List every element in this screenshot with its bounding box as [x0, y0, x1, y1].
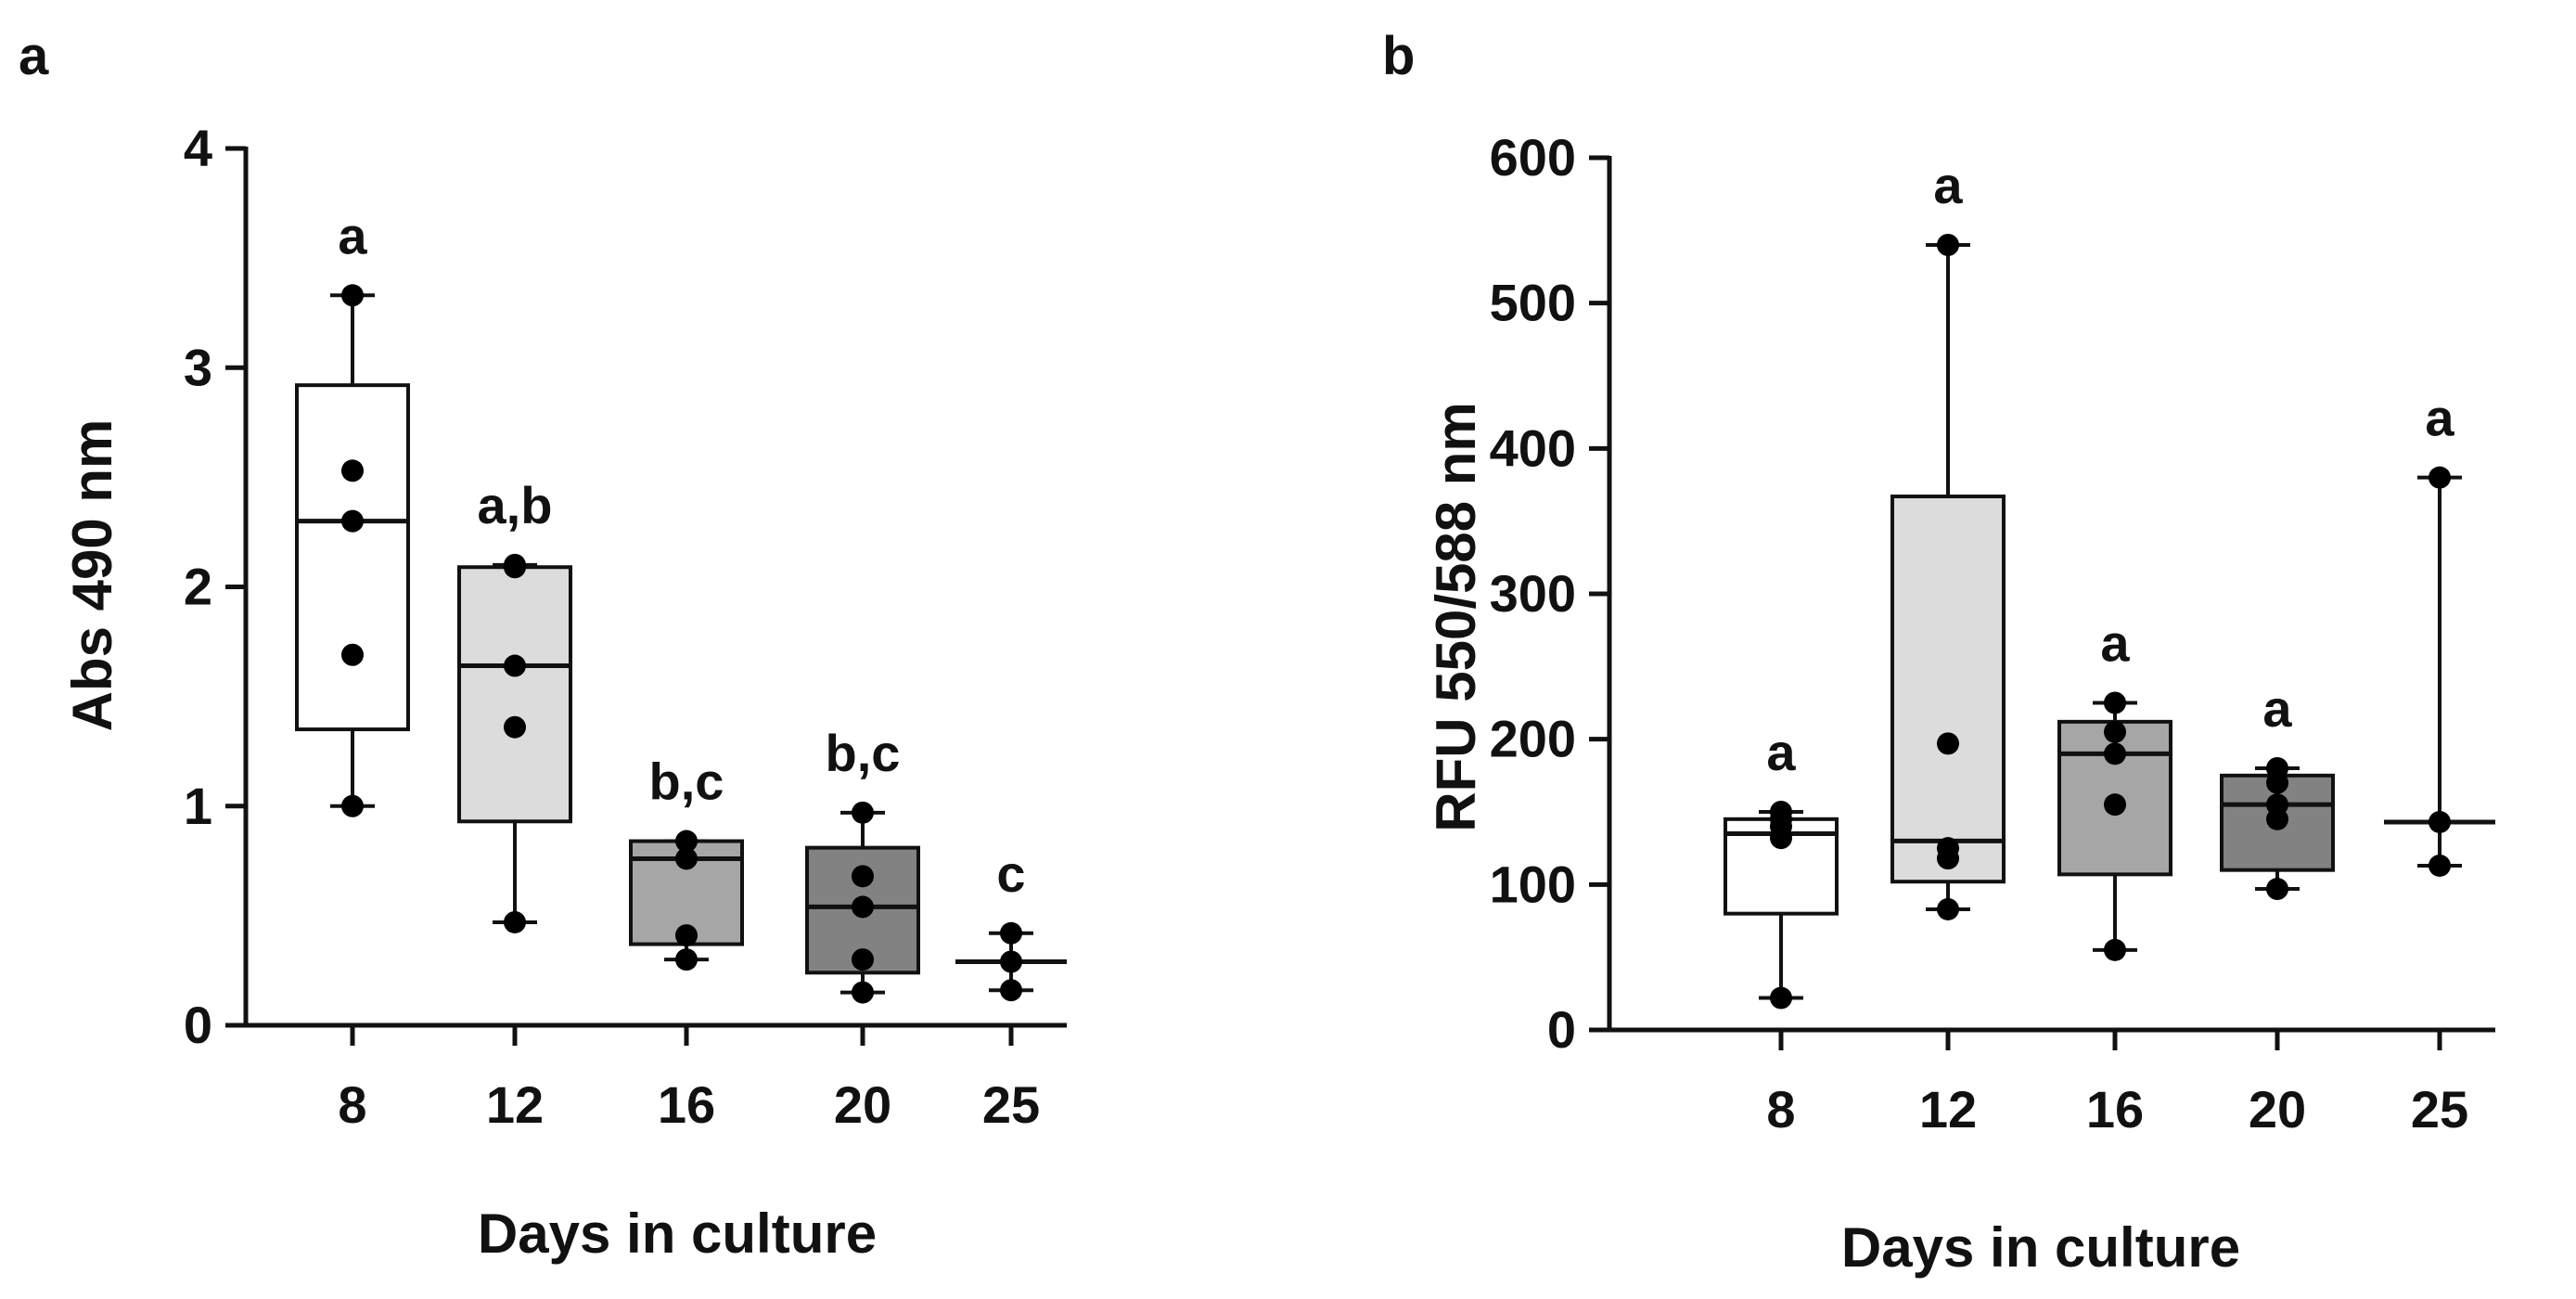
panel-b-data-point: [2429, 466, 2451, 489]
panel-a-significance-label: a: [338, 206, 367, 264]
panel-b-significance-label: a: [2262, 679, 2292, 738]
panel-a-data-point: [504, 715, 526, 739]
panel-a-y-tick-label: 0: [184, 996, 212, 1054]
panel-a-data-point: [852, 948, 874, 971]
panel-a-significance-label: b,c: [826, 724, 901, 782]
panel-a-x-axis-title: Days in culture: [478, 1203, 877, 1265]
panel-a-y-tick-label: 3: [184, 338, 212, 396]
panel-a-label: a: [19, 26, 49, 86]
panel-b-significance-label: a: [1766, 723, 1796, 781]
panel-a-box: [295, 383, 410, 732]
panel-a-x-tick-label: 25: [982, 1075, 1040, 1134]
panel-b-x-tick-label: 16: [2086, 1080, 2144, 1138]
panel-a-data-point: [852, 865, 874, 888]
panel-b-significance-label: a: [1933, 156, 1963, 214]
panel-b-data-point: [1937, 732, 1959, 755]
panel-a-data-point: [852, 981, 874, 1004]
panel-a-y-tick-label: 4: [184, 119, 212, 177]
panel-b-data-point: [1770, 801, 1792, 823]
panel-b-data-point: [1937, 234, 1959, 256]
panel-b-x-tick-label: 8: [1766, 1080, 1795, 1138]
panel-b-data-point: [2429, 810, 2451, 833]
panel-a-significance-label: c: [996, 844, 1025, 903]
panel-b-data-point: [2266, 757, 2288, 779]
panel-b-x-tick-label: 25: [2411, 1080, 2468, 1138]
panel-a-significance-label: b,c: [649, 752, 724, 811]
panel-b-x-tick-label: 12: [1919, 1080, 1977, 1138]
panel-a-data-point: [852, 895, 874, 919]
panel-b-significance-label: a: [2425, 389, 2454, 447]
panel-b-data-point: [2104, 793, 2126, 817]
panel-b-y-tick-label: 300: [1490, 564, 1576, 623]
panel-a-data-point: [341, 459, 364, 482]
panel-b-label: b: [1382, 26, 1415, 86]
panel-b-y-tick-label: 200: [1490, 710, 1576, 768]
panel-a-data-point: [675, 847, 698, 870]
panel-a-y-tick-label: 1: [184, 777, 212, 835]
panel-b: b RFU 550/588 nm Days in culture 0 100 200…: [1382, 26, 2495, 1279]
panel-b-data-point: [2104, 720, 2126, 743]
panel-a-data-point: [341, 284, 364, 307]
panel-a-data-point: [852, 801, 874, 824]
panel-b-data-point: [1937, 837, 1959, 860]
panel-b-data-point: [2104, 691, 2126, 714]
panel-b-y-axis-title: RFU 550/588 nm: [1425, 402, 1487, 832]
panel-a-x-tick-label: 12: [486, 1075, 544, 1134]
panel-a-data-point: [504, 910, 526, 933]
panel-b-y-tick-label: 100: [1490, 855, 1576, 913]
panel-a-data-point: [675, 830, 698, 853]
panel-a-data-point: [1000, 921, 1022, 945]
panel-b-x-axis-title: Days in culture: [1841, 1216, 2240, 1279]
panel-a-data-point: [341, 509, 364, 533]
panel-b-data-point: [1937, 897, 1959, 920]
panel-a-data-point: [341, 643, 364, 666]
panel-b-box: [1890, 495, 2006, 884]
panel-b-y-tick-label: 400: [1490, 418, 1576, 477]
panel-a-y-axis-title: Abs 490 nm: [61, 419, 123, 732]
panel-b-y-tick-label: 0: [1547, 1000, 1576, 1059]
panel-a-box: [457, 565, 572, 824]
panel-a-data-point: [504, 553, 526, 576]
panel-a-data-point: [675, 948, 698, 971]
panel-b-y-tick-label: 500: [1490, 274, 1576, 332]
panel-b-data-point: [2429, 854, 2451, 877]
panel-a-x-tick-label: 16: [658, 1075, 715, 1134]
panel-a-data-point: [504, 654, 526, 677]
panel-b-data-point: [2266, 793, 2288, 817]
panel-a-data-point: [675, 924, 698, 947]
panel-a: a Abs 490 nm Days in culture 012348a12a,…: [19, 26, 1067, 1265]
panel-a-x-tick-label: 8: [338, 1075, 366, 1134]
panel-b-x-tick-label: 20: [2249, 1080, 2306, 1138]
panel-a-data-point: [1000, 979, 1022, 1002]
panel-a-data-point: [1000, 950, 1022, 973]
panel-b-significance-label: a: [2100, 614, 2130, 673]
panel-b-data-point: [2104, 742, 2126, 765]
panel-a-significance-label: a,b: [478, 476, 553, 534]
panel-a-x-tick-label: 20: [834, 1075, 891, 1134]
panel-b-data-point: [1770, 986, 1792, 1010]
panel-b-y-tick-label: 600: [1490, 128, 1576, 186]
panel-a-y-tick-label: 2: [184, 558, 212, 616]
panel-b-data-point: [2266, 878, 2288, 901]
panel-b-data-point: [2104, 938, 2126, 961]
panel-a-data-point: [341, 794, 364, 817]
